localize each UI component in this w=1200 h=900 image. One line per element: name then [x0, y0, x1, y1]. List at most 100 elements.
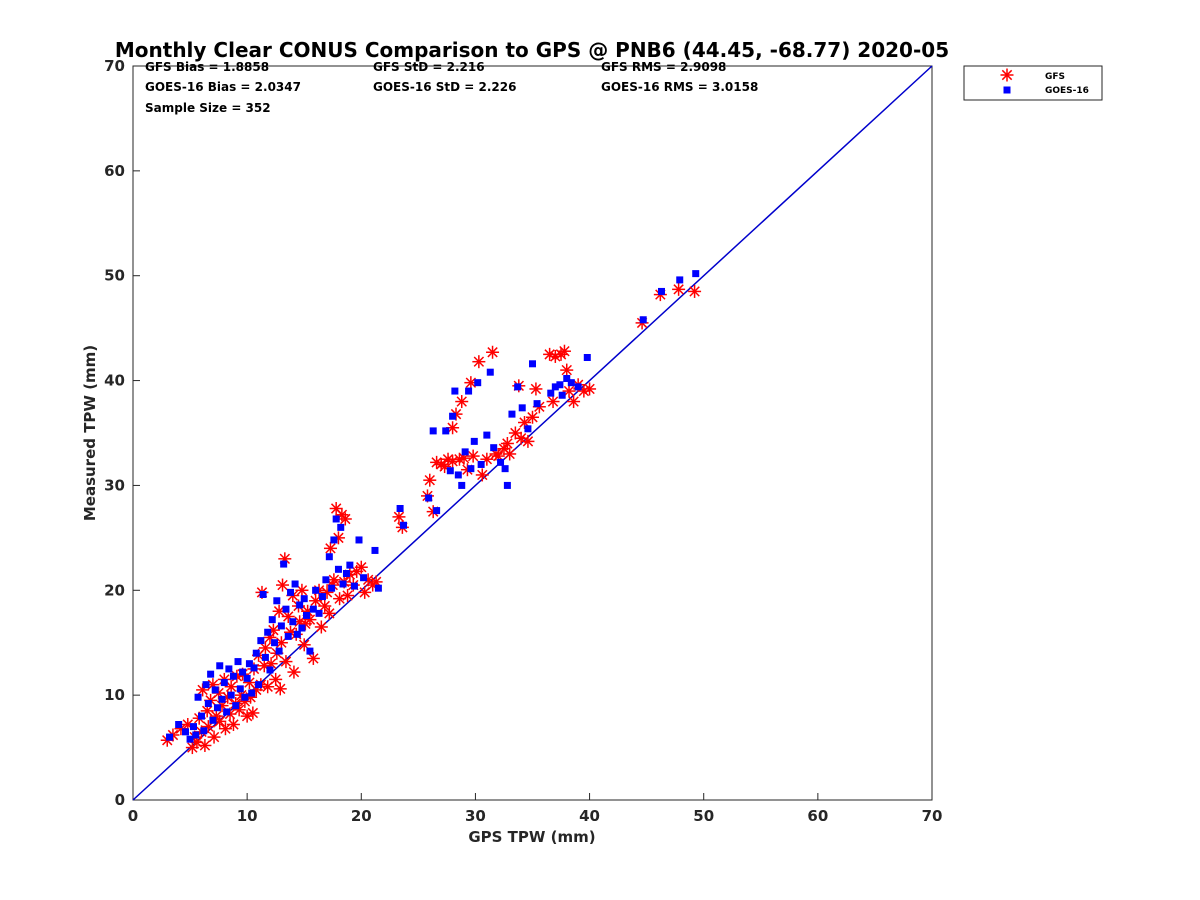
- gfs-rms-stat: GFS RMS = 2.9098: [601, 60, 726, 74]
- gfs-point: [392, 510, 406, 524]
- goes-point: [325, 553, 333, 561]
- goes-point: [676, 276, 684, 284]
- goes-point: [551, 383, 559, 391]
- gfs-point: [314, 620, 328, 634]
- y-tick-label: 10: [104, 686, 125, 704]
- goes-bias-stat: GOES-16 Bias = 2.0347: [145, 80, 301, 94]
- goes-point: [213, 704, 221, 712]
- gfs-point: [198, 738, 212, 752]
- goes-point: [207, 670, 215, 678]
- goes-point: [194, 693, 202, 701]
- gfs-point: [557, 344, 571, 358]
- y-axis: 0 10 20 30 40 50 60 70: [104, 57, 140, 809]
- gfs-point: [333, 592, 347, 606]
- goes-point: [259, 590, 267, 598]
- goes-point: [490, 444, 498, 452]
- gfs-point: [446, 421, 460, 435]
- gfs-point: [295, 583, 309, 597]
- goes-point: [220, 679, 228, 687]
- goes-point: [298, 624, 306, 632]
- gfs-point: [269, 672, 283, 686]
- goes-point: [289, 618, 297, 626]
- gfs-point: [322, 606, 336, 620]
- gfs-point: [446, 454, 460, 468]
- goes-point: [280, 560, 288, 568]
- gfs-point: [274, 636, 288, 650]
- goes-point: [264, 628, 272, 636]
- x-axis-label: GPS TPW (mm): [468, 828, 595, 846]
- goes-point: [574, 383, 582, 391]
- goes-point: [227, 691, 235, 699]
- goes-point: [273, 597, 281, 605]
- y-axis-label: Measured TPW (mm): [81, 345, 99, 521]
- gfs-point: [529, 382, 543, 396]
- goes-point: [514, 383, 522, 391]
- y-tick-label: 50: [104, 267, 125, 285]
- goes-point: [166, 733, 174, 741]
- goes-point: [209, 716, 217, 724]
- goes-point: [355, 536, 363, 544]
- gfs-point: [475, 468, 489, 482]
- goes-point: [277, 622, 285, 630]
- goes-point: [175, 721, 183, 729]
- x-tick-label: 50: [693, 807, 714, 825]
- goes-point: [374, 584, 382, 592]
- goes-point: [293, 630, 301, 638]
- goes-point: [339, 580, 347, 588]
- gfs-point: [309, 594, 323, 608]
- goes-point: [518, 404, 526, 412]
- goes-point: [252, 649, 260, 657]
- x-tick-label: 70: [922, 807, 943, 825]
- gfs-point: [218, 722, 232, 736]
- goes-point: [433, 507, 441, 515]
- y-tick-label: 40: [104, 372, 125, 390]
- legend-goes-marker: [1003, 86, 1011, 94]
- goes-point: [639, 316, 647, 324]
- goes-point: [337, 523, 345, 531]
- goes-std-stat: GOES-16 StD = 2.226: [373, 80, 516, 94]
- goes-point: [257, 637, 265, 645]
- gfs-point: [224, 680, 238, 694]
- gfs-point: [226, 718, 240, 732]
- gfs-point: [261, 680, 275, 694]
- goes-point: [306, 647, 314, 655]
- y-tick-label: 60: [104, 162, 125, 180]
- gfs-point: [354, 560, 368, 574]
- chart-title: Monthly Clear CONUS Comparison to GPS @ …: [115, 38, 949, 62]
- goes-point: [255, 681, 263, 689]
- gfs-point: [472, 355, 486, 369]
- goes-point: [250, 664, 258, 672]
- goes-point: [287, 588, 295, 596]
- goes-point: [451, 387, 459, 395]
- goes-point: [241, 693, 249, 701]
- goes-point: [461, 448, 469, 456]
- goes-point: [330, 536, 338, 544]
- goes-point: [211, 686, 219, 694]
- gfs-point: [279, 655, 293, 669]
- goes-point: [202, 681, 210, 689]
- goes-point: [346, 561, 354, 569]
- gfs-point: [423, 473, 437, 487]
- y-tick-label: 30: [104, 476, 125, 494]
- gfs-point: [455, 395, 469, 409]
- goes-point: [371, 546, 379, 554]
- goes-point: [486, 368, 494, 376]
- gfs-point: [323, 541, 337, 555]
- goes-point: [474, 379, 482, 387]
- goes-point: [296, 601, 304, 609]
- x-tick-label: 30: [465, 807, 486, 825]
- gfs-point: [672, 282, 686, 296]
- gfs-point: [526, 410, 539, 424]
- series-goes-16: [166, 270, 700, 743]
- gfs-point: [338, 512, 352, 526]
- gfs-std-stat: GFS StD = 2.216: [373, 60, 485, 74]
- gfs-bias-stat: GFS Bias = 1.8858: [145, 60, 269, 74]
- legend-goes-label: GOES-16: [1045, 86, 1089, 96]
- gfs-point: [213, 714, 227, 728]
- gfs-point: [258, 641, 272, 655]
- goes-point: [182, 728, 190, 736]
- x-tick-label: 20: [351, 807, 372, 825]
- goes-point: [282, 605, 290, 613]
